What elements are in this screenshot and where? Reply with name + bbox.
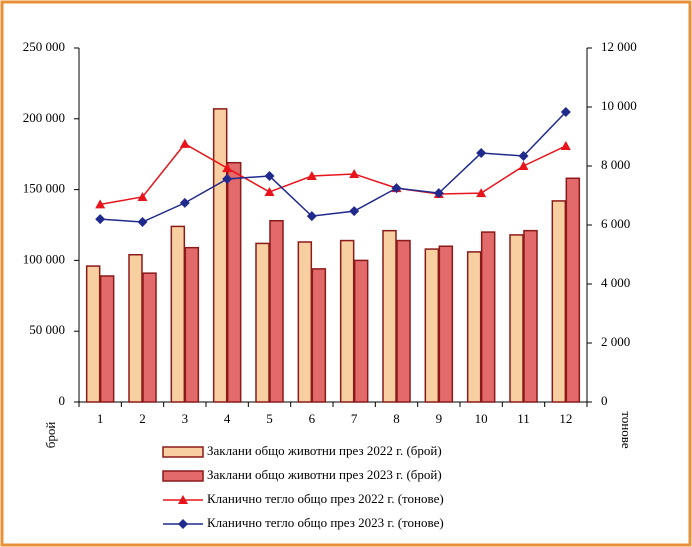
line-marker (306, 211, 317, 222)
bar (382, 229, 397, 403)
bar (226, 161, 242, 403)
bar (99, 275, 115, 403)
line-marker (137, 217, 148, 228)
bar (85, 265, 101, 403)
y-tick-label: 100 000 (23, 251, 65, 266)
line-marker (433, 188, 444, 199)
y-tick-label: 0 (59, 393, 66, 408)
line-marker (560, 140, 571, 150)
line-marker (222, 163, 233, 173)
bar (551, 200, 567, 403)
legend-label: Кланично тегло общо през 2022 г. (тонове… (207, 491, 444, 506)
line-marker (349, 168, 360, 178)
bar (128, 253, 143, 403)
bar (269, 220, 284, 403)
legend-label: Заклани общо животни през 2022 г. (брой) (207, 443, 442, 458)
x-tick-label: 11 (517, 411, 530, 426)
y2-tick-label: 10 000 (601, 98, 637, 113)
bar (565, 177, 581, 403)
legend-label: Заклани общо животни през 2023 г. (брой) (207, 467, 442, 482)
x-tick-label: 6 (309, 411, 316, 426)
bar (311, 268, 327, 403)
x-tick-label: 7 (351, 411, 358, 426)
bar (438, 245, 454, 403)
line-marker (560, 107, 571, 118)
y2-tick-label: 4 000 (601, 275, 630, 290)
legend-marker (178, 495, 188, 504)
y-tick-label: 200 000 (23, 110, 65, 125)
x-tick-label: 4 (224, 411, 231, 426)
y2-axis-title: тонове (619, 411, 634, 449)
bar (255, 242, 270, 403)
line-marker (179, 138, 190, 148)
x-tick-label: 8 (393, 411, 400, 426)
bar (424, 248, 440, 403)
bar (212, 108, 228, 403)
y-axis-title: брой (43, 422, 58, 449)
legend-swatch (162, 470, 204, 482)
x-tick-label: 3 (182, 411, 189, 426)
line-marker (95, 199, 106, 209)
line-marker (476, 148, 487, 159)
y2-tick-label: 2 000 (601, 334, 630, 349)
line-marker (179, 197, 190, 208)
y-tick-label: 250 000 (23, 39, 65, 54)
line-marker (518, 161, 529, 170)
bar (297, 241, 313, 403)
y2-tick-label: 0 (601, 393, 608, 408)
x-tick-label: 9 (436, 411, 443, 426)
bar (339, 239, 355, 403)
bar (523, 229, 538, 403)
x-tick-label: 12 (559, 411, 572, 426)
line-marker (264, 171, 275, 182)
bar (353, 259, 369, 403)
legend-label: Кланично тегло общо през 2023 г. (тонове… (207, 515, 444, 530)
line-marker (137, 191, 148, 201)
y2-tick-label: 8 000 (601, 157, 630, 172)
x-tick-label: 1 (97, 411, 104, 426)
bar (396, 239, 411, 403)
line-marker (476, 188, 487, 198)
x-tick-label: 5 (266, 411, 273, 426)
line-marker (306, 171, 317, 181)
y-tick-label: 50 000 (29, 322, 65, 337)
line (100, 111, 567, 223)
line (100, 142, 567, 206)
y2-tick-label: 6 000 (601, 216, 630, 231)
y-tick-label: 150 000 (23, 181, 65, 196)
line-marker (391, 183, 402, 194)
bar (170, 225, 186, 403)
line-marker (95, 214, 106, 225)
y2-tick-label: 12 000 (601, 39, 637, 54)
bar (184, 246, 200, 403)
bar (480, 231, 496, 403)
x-tick-label: 10 (475, 411, 488, 426)
bar (466, 251, 482, 403)
bar (142, 272, 157, 403)
line-marker (264, 186, 275, 196)
line-marker (349, 206, 360, 217)
legend-marker (178, 519, 188, 529)
legend-swatch (162, 446, 204, 458)
bar (509, 234, 524, 403)
line-marker (222, 173, 233, 184)
line-marker (518, 150, 529, 161)
x-tick-label: 2 (139, 411, 146, 426)
